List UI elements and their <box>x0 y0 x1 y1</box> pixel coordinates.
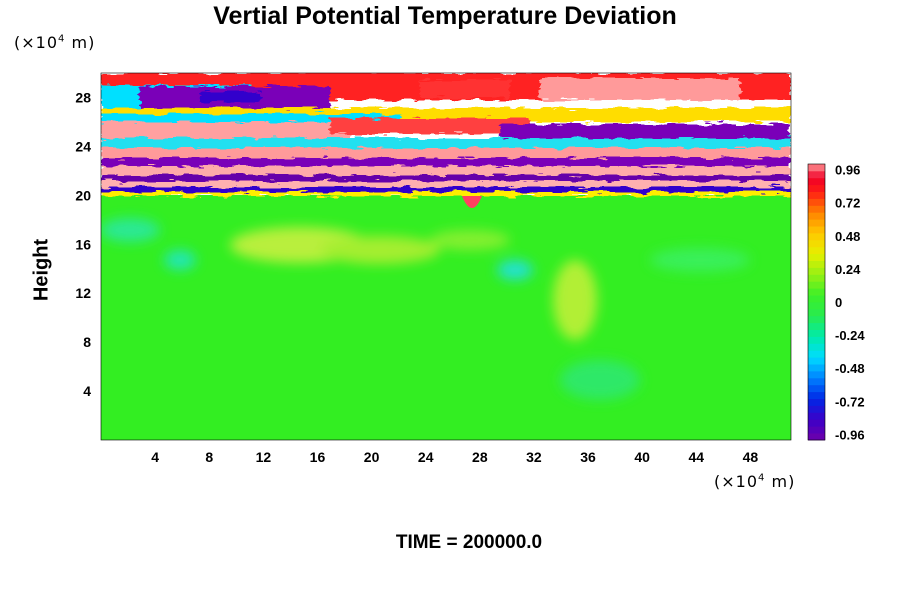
y-axis-unit: (×104 m) <box>14 33 96 52</box>
colorbar-segment <box>808 288 825 296</box>
y-tick-label: 24 <box>75 138 91 154</box>
x-tick-label: 4 <box>151 449 159 465</box>
time-label: TIME = 200000.0 <box>395 532 543 553</box>
y-tick-label: 8 <box>83 334 91 350</box>
colorbar-segment <box>808 274 825 282</box>
colorbar-frame <box>807 163 826 441</box>
x-tick-label: 36 <box>580 449 596 465</box>
x-tick-label: 16 <box>310 449 326 465</box>
colorbar-segment <box>808 253 825 261</box>
x-axis-unit: (×104 m) <box>714 472 796 491</box>
colorbar-tick-label: 0.48 <box>835 229 860 244</box>
colorbar-segment <box>808 177 825 186</box>
colorbar-segment <box>808 170 825 179</box>
colorbar-segment <box>808 405 825 413</box>
colorbar <box>807 163 826 441</box>
y-tick-label: 28 <box>75 89 91 105</box>
colorbar-tick-label: -0.72 <box>835 394 865 409</box>
colorbar-tick-label: -0.96 <box>835 427 865 442</box>
colorbar-segment <box>808 336 825 344</box>
colorbar-segment <box>808 246 825 255</box>
chart-title: Vertial Potential Temperature Deviation <box>213 2 677 30</box>
x-tick-label: 48 <box>743 449 759 465</box>
colorbar-segment <box>808 239 825 248</box>
x-tick-label: 44 <box>689 449 705 465</box>
colorbar-tick-label: 0.96 <box>835 163 860 178</box>
colorbar-tick-label: 0.24 <box>835 262 861 277</box>
colorbar-tick-label: 0.72 <box>835 196 860 211</box>
x-axis-ticks: 4 8 12 16 20 24 28 32 36 40 44 48 <box>151 449 758 465</box>
colorbar-segment <box>808 205 825 213</box>
colorbar-tick-label: -0.48 <box>835 361 865 376</box>
colorbar-segment <box>808 295 825 303</box>
x-tick-label: 8 <box>205 449 213 465</box>
colorbar-segment <box>808 267 825 275</box>
colorbar-segment <box>808 233 825 241</box>
colorbar-segment <box>808 308 825 317</box>
colorbar-segment <box>808 184 825 192</box>
colorbar-segment <box>808 212 825 220</box>
colorbar-ticks: 0.96 0.72 0.48 0.24 0 -0.24 -0.48 -0.72 -0.96 <box>835 163 865 443</box>
colorbar-segment <box>808 412 825 420</box>
colorbar-segment <box>808 226 825 234</box>
y-tick-label: 16 <box>75 236 91 252</box>
colorbar-tick-label: -0.24 <box>835 328 865 343</box>
colorbar-segment <box>808 315 825 324</box>
heatmap-field <box>101 73 791 440</box>
x-tick-label: 20 <box>364 449 380 465</box>
colorbar-segment <box>808 357 825 365</box>
colorbar-segment <box>808 391 825 399</box>
colorbar-segment <box>808 426 825 434</box>
colorbar-segment <box>808 343 825 351</box>
colorbar-segment <box>808 260 825 268</box>
colorbar-segment <box>808 329 825 337</box>
colorbar-segment <box>808 433 825 441</box>
x-tick-label: 12 <box>256 449 272 465</box>
y-tick-label: 20 <box>75 187 91 203</box>
x-tick-label: 28 <box>472 449 488 465</box>
colorbar-segment <box>808 377 825 386</box>
colorbar-segment <box>808 322 825 330</box>
colorbar-segment <box>808 419 825 427</box>
x-tick-label: 40 <box>634 449 650 465</box>
colorbar-segment <box>808 371 825 379</box>
colorbar-segment <box>808 191 825 199</box>
colorbar-segment <box>808 384 825 393</box>
x-tick-label: 32 <box>526 449 542 465</box>
x-tick-label: 24 <box>418 449 434 465</box>
y-tick-label: 4 <box>83 383 91 399</box>
colorbar-segment <box>808 198 825 206</box>
colorbar-segment <box>808 281 825 289</box>
y-tick-label: 12 <box>75 285 91 301</box>
y-axis-ticks: 4 8 12 16 20 24 28 <box>75 89 91 399</box>
colorbar-tick-label: 0 <box>835 295 842 310</box>
colorbar-segment <box>808 398 825 406</box>
colorbar-segment <box>808 219 825 227</box>
colorbar-segment <box>808 164 825 172</box>
colorbar-segment <box>808 364 825 372</box>
colorbar-segment <box>808 350 825 358</box>
colorbar-segment <box>808 302 825 310</box>
